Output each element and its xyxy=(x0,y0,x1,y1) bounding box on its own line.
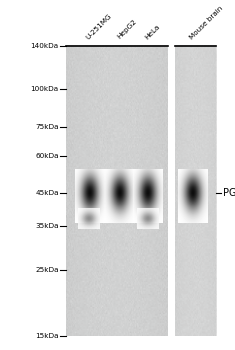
Text: 45kDa: 45kDa xyxy=(35,190,59,196)
Text: 100kDa: 100kDa xyxy=(31,86,59,92)
Text: HepG2: HepG2 xyxy=(116,19,137,40)
Bar xyxy=(66,46,168,336)
Text: 60kDa: 60kDa xyxy=(35,153,59,159)
Text: U-251MG: U-251MG xyxy=(85,12,113,40)
Text: 25kDa: 25kDa xyxy=(35,267,59,273)
Text: PGK1: PGK1 xyxy=(223,188,235,198)
Bar xyxy=(175,46,216,336)
Text: HeLa: HeLa xyxy=(144,23,161,40)
Text: Mouse brain: Mouse brain xyxy=(188,5,224,40)
Text: 75kDa: 75kDa xyxy=(35,124,59,130)
Text: 140kDa: 140kDa xyxy=(31,42,59,49)
Bar xyxy=(168,42,175,340)
Text: 35kDa: 35kDa xyxy=(35,223,59,229)
Text: 15kDa: 15kDa xyxy=(35,333,59,339)
